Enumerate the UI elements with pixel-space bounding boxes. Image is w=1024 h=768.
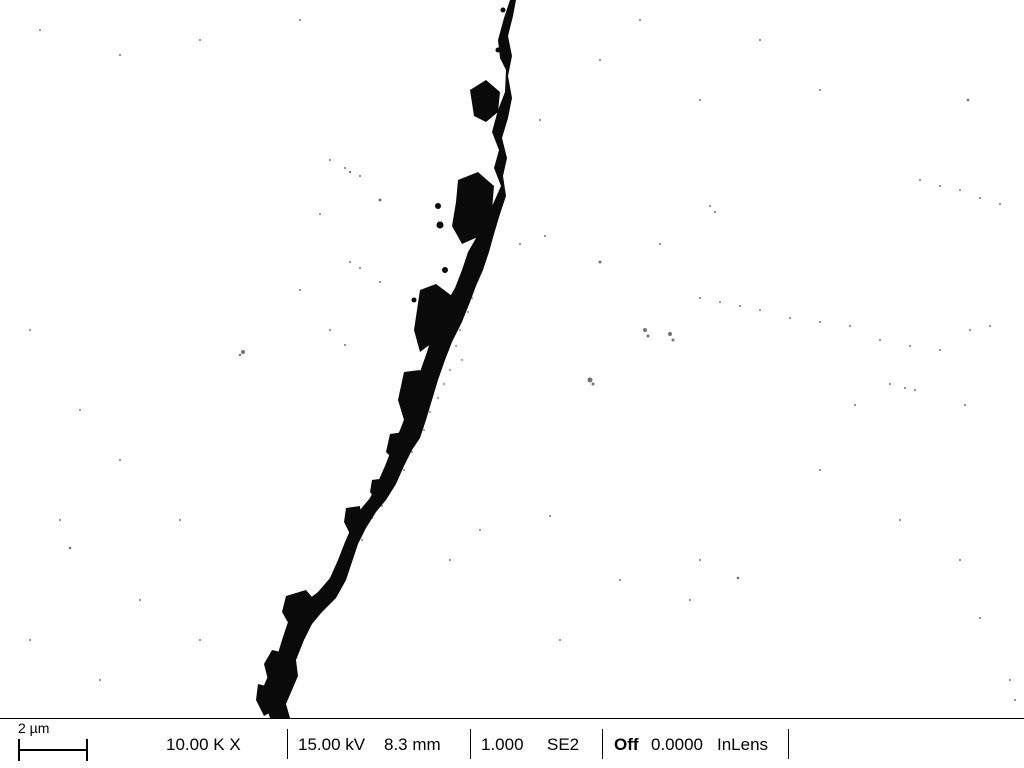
databar-value-2: 0.0000 (651, 735, 703, 754)
databar-divider (470, 729, 471, 759)
databar-divider (287, 729, 288, 759)
magnification-value: 10.00 K X (166, 735, 241, 754)
scale-bar (18, 739, 88, 761)
crack-halo (360, 296, 474, 542)
detector-2: InLens (717, 735, 769, 754)
state-value: Off (614, 735, 639, 754)
databar-value-1: 1.000 (481, 735, 524, 754)
working-distance: 8.3 mm (384, 735, 441, 754)
acceleration-voltage: 15.00 kV (298, 735, 366, 754)
detector-1: SE2 (547, 735, 580, 754)
scale-bar-label: 2 µm (18, 720, 50, 736)
crack-feature (256, 0, 516, 718)
databar-divider (788, 729, 789, 759)
sem-data-bar: 2 µm 10.00 K X 15.00 kV 8.3 mm 1.000 SE2… (0, 718, 1024, 768)
sem-micrograph (29, 0, 1016, 718)
background-speckle (29, 19, 1016, 701)
databar-divider (602, 729, 603, 759)
